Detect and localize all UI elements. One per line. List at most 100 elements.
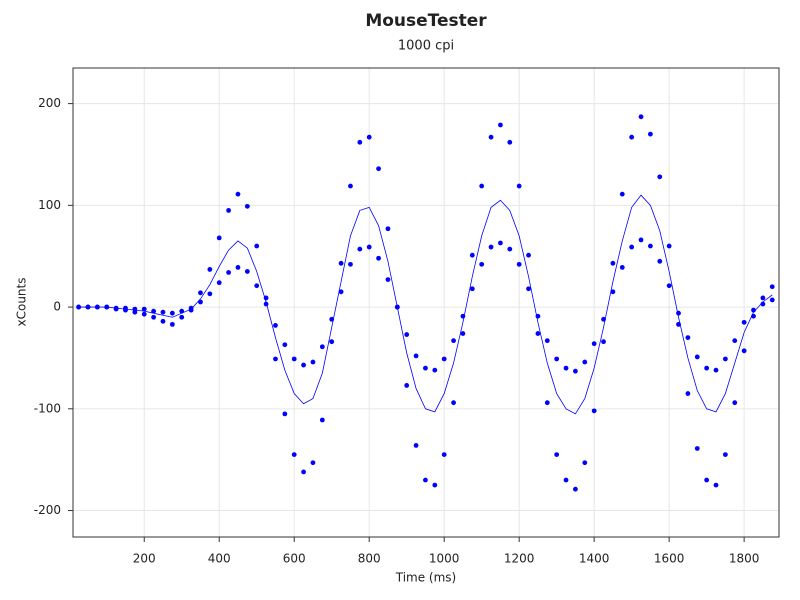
data-point [376, 255, 381, 261]
data-point [291, 356, 297, 362]
data-point [544, 400, 550, 406]
data-point [366, 134, 372, 140]
data-point [338, 260, 344, 266]
data-point [751, 307, 756, 313]
data-point [676, 310, 681, 316]
x-tick-label: 1200 [504, 552, 535, 566]
data-point [479, 261, 485, 267]
data-point [226, 270, 231, 275]
data-point [357, 246, 363, 252]
y-axis-label: xCounts [15, 278, 29, 327]
data-point [273, 356, 278, 362]
data-point [169, 310, 175, 316]
data-point [329, 316, 335, 322]
x-tick-label: 1800 [729, 552, 760, 566]
data-point [282, 411, 288, 417]
data-point [235, 265, 241, 270]
data-point [760, 301, 766, 307]
data-point [554, 452, 560, 457]
data-point [760, 295, 766, 301]
chart-title: MouseTester [365, 11, 487, 31]
data-point [629, 134, 635, 140]
x-tick-label: 800 [358, 552, 381, 566]
data-point [244, 269, 250, 274]
data-point [582, 359, 588, 365]
x-tick-label: 1600 [654, 552, 685, 566]
x-tick-label: 600 [283, 552, 306, 566]
data-point [85, 304, 91, 310]
data-point [629, 244, 635, 250]
data-point [685, 335, 691, 340]
data-point [619, 191, 625, 197]
data-point [254, 243, 260, 249]
data-point [132, 309, 138, 315]
data-point [244, 203, 250, 209]
data-point [423, 477, 428, 483]
data-point [413, 443, 419, 448]
data-point [460, 331, 466, 336]
data-point [226, 208, 231, 213]
data-point [601, 339, 606, 345]
data-point [751, 313, 756, 319]
data-point [563, 365, 569, 371]
data-point [123, 307, 128, 313]
data-point [676, 321, 681, 327]
data-point [666, 243, 672, 249]
data-point [694, 354, 700, 360]
plot [76, 114, 775, 492]
x-tick-label: 1400 [579, 552, 610, 566]
data-point [179, 308, 185, 314]
data-point [357, 139, 363, 145]
data-point [479, 183, 485, 189]
y-tick-label: 100 [38, 198, 61, 212]
data-point [507, 246, 513, 252]
data-point [713, 367, 719, 373]
data-point [404, 332, 410, 337]
data-point [441, 452, 447, 457]
x-axis-label: Time (ms) [395, 571, 457, 585]
data-point [704, 477, 710, 483]
data-point [263, 295, 269, 301]
data-point [394, 304, 400, 310]
data-point [535, 313, 541, 319]
data-point [291, 452, 297, 457]
data-point [507, 139, 513, 145]
data-point [554, 356, 560, 362]
data-point [207, 291, 213, 297]
chart-subtitle: 1000 cpi [398, 39, 454, 54]
data-point [619, 265, 625, 270]
x-tick-label: 400 [208, 552, 231, 566]
data-point [141, 306, 147, 312]
data-point [235, 191, 241, 197]
data-point [591, 341, 597, 347]
data-point [469, 252, 475, 258]
data-point [601, 316, 606, 322]
data-point [254, 283, 260, 289]
data-point [638, 237, 644, 243]
data-point [638, 114, 644, 120]
data-point [469, 286, 475, 292]
data-point [573, 368, 578, 374]
data-point [273, 322, 278, 328]
data-point [722, 356, 728, 362]
data-point [769, 284, 775, 290]
data-point [179, 314, 185, 320]
data-point [610, 289, 616, 295]
data-point [498, 240, 503, 246]
data-point [591, 408, 597, 414]
data-point [301, 362, 306, 368]
data-point [441, 356, 447, 362]
data-point [713, 482, 719, 488]
data-point [413, 353, 419, 359]
data-point [451, 400, 456, 406]
data-point [704, 365, 710, 371]
data-point [366, 244, 372, 250]
data-point [348, 261, 353, 267]
data-point [76, 304, 82, 310]
data-point [741, 319, 747, 325]
data-point [694, 446, 700, 451]
data-point [404, 383, 410, 388]
y-tick-label: -100 [34, 401, 61, 415]
data-point [338, 289, 344, 295]
